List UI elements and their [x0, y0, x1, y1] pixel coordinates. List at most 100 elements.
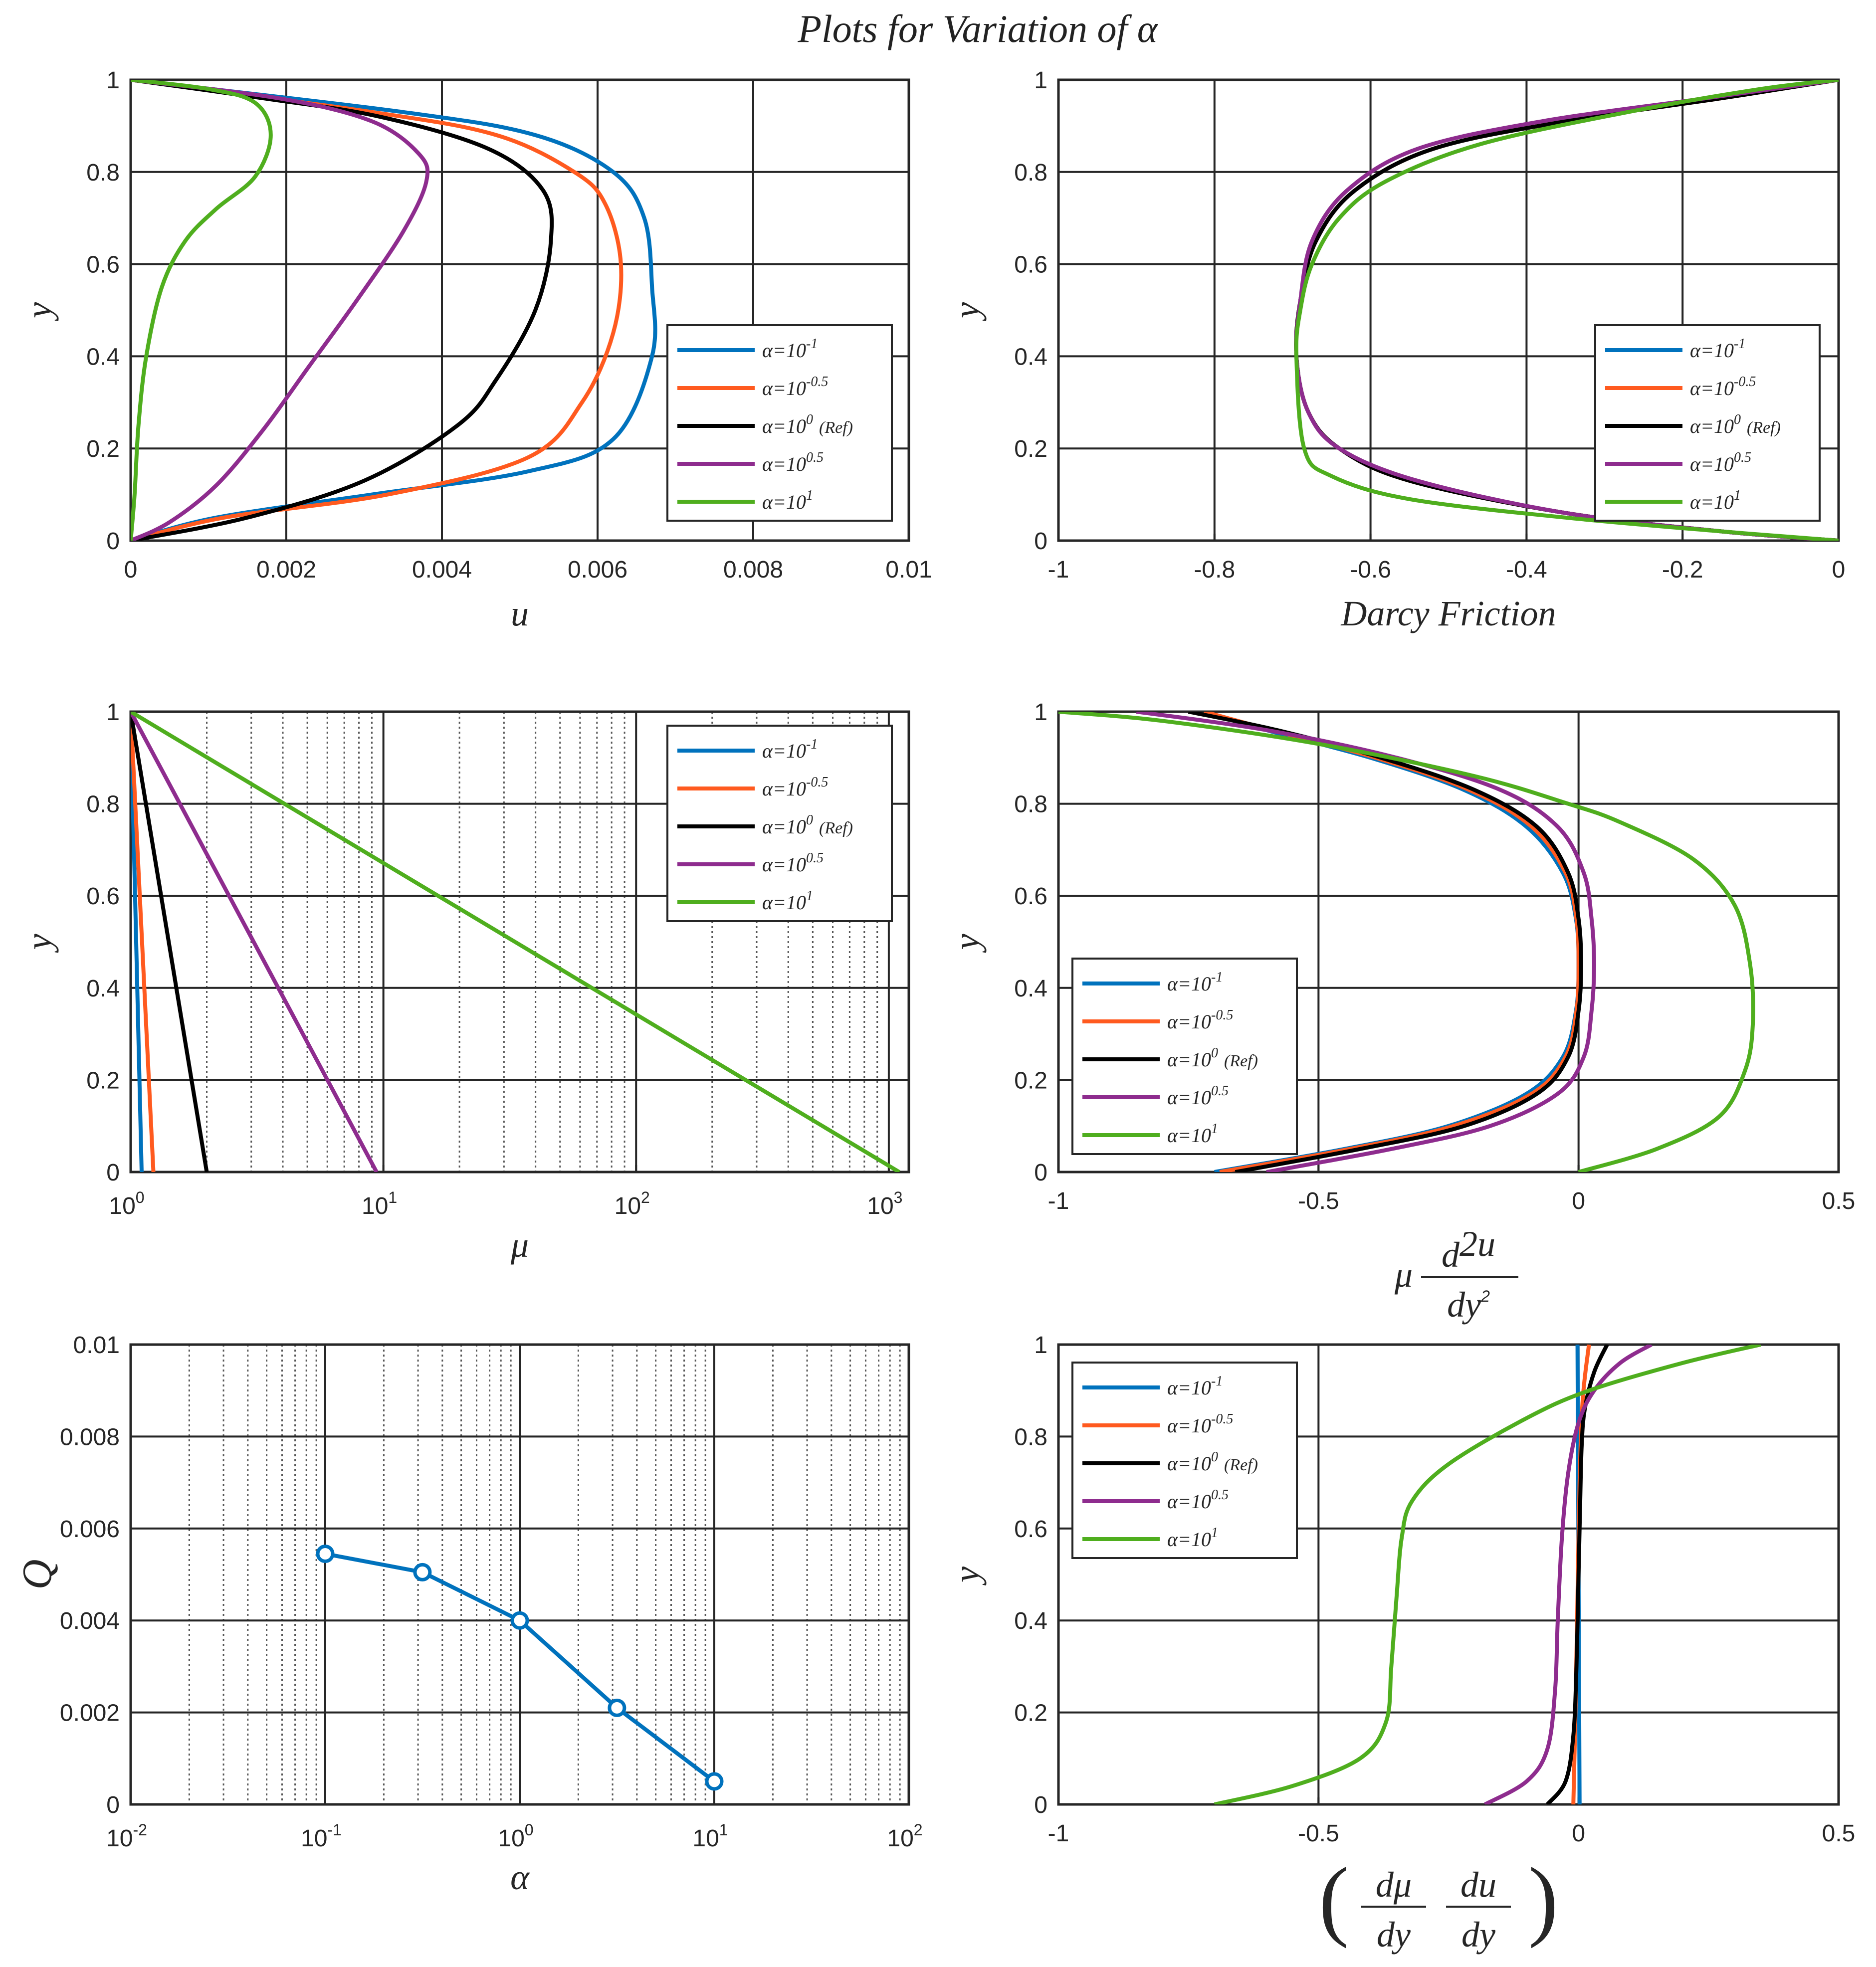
y-tick-label: 0.002: [60, 1700, 120, 1727]
y-tick-label: 1: [1034, 67, 1047, 94]
panel-u: 0 0.002 0.004 0.006 0.008 0.01 0 0.2 0.4 0.6 0.8 1 y…: [19, 67, 932, 633]
y-axis-label: y: [947, 934, 987, 953]
x-tick-label: -0.8: [1194, 557, 1235, 583]
y-tick-label: 0.8: [1014, 791, 1047, 818]
x-tick-label: 0: [1572, 1820, 1585, 1847]
y-tick-label: 0.6: [86, 252, 120, 278]
legend-entry-label: α=10-0.5: [762, 775, 828, 800]
x-tick-label: 0.002: [256, 557, 316, 583]
x-tick-label: 103: [867, 1188, 902, 1219]
data-marker-2: [510, 1611, 529, 1630]
y-tick-label: 0.4: [1014, 1608, 1047, 1634]
series-line-2: [131, 712, 209, 1172]
y-tick-label: 0: [1034, 1792, 1047, 1818]
svg-text:): ): [1528, 1849, 1558, 1949]
svg-text:μ: μ: [1394, 1255, 1413, 1295]
x-tick-label: -0.5: [1298, 1188, 1339, 1214]
svg-text:dμ: dμ: [1376, 1865, 1412, 1905]
legend-box: [666, 725, 893, 922]
y-tick-label: 0.8: [1014, 160, 1047, 186]
x-tick-label: 0.5: [1822, 1820, 1856, 1847]
y-tick-label: 0.6: [1014, 1516, 1047, 1543]
y-axis-label: y: [947, 302, 987, 322]
panel-mu: 100 101 102 103 0 0.2 0.4 0.6 0.8 1 y μ α=10-1 α=10-0…: [19, 699, 910, 1265]
legend-entry-label: α=100 (Ref): [1167, 1045, 1258, 1071]
legend-entry-label: α=101: [1167, 1525, 1218, 1551]
y-tick-label: 0.8: [86, 791, 120, 818]
y-tick-label: 0.8: [1014, 1424, 1047, 1450]
legend-entry-label: α=10-0.5: [1690, 374, 1756, 399]
x-axis-label: α: [510, 1857, 530, 1897]
x-tick-label: -1: [1048, 1820, 1069, 1847]
y-tick-label: 0: [106, 528, 120, 555]
x-tick-label: -1: [1048, 1188, 1069, 1214]
data-marker-0: [316, 1545, 335, 1564]
y-tick-label: 0.4: [1014, 976, 1047, 1002]
legend: α=10-1 α=10-0.5 α=100 (Ref) α=100.5 α=101: [666, 725, 893, 922]
series-line-3: [131, 80, 430, 541]
y-tick-label: 0.2: [1014, 436, 1047, 462]
series-line-4: [1058, 712, 1755, 1172]
legend-entry-label: α=10-0.5: [762, 374, 828, 399]
legend-entry-label: α=100 (Ref): [762, 412, 853, 437]
legend-box: [1071, 958, 1298, 1155]
y-tick-label: 0.006: [60, 1516, 120, 1543]
x-tick-label: 0: [124, 557, 138, 583]
series-line-0: [131, 80, 657, 541]
series-line-1: [131, 712, 156, 1172]
y-axis-label: y: [947, 1567, 987, 1586]
y-tick-label: 0.6: [1014, 252, 1047, 278]
legend-box: [1071, 1362, 1298, 1559]
legend-box: [666, 324, 893, 522]
x-tick-label: 101: [692, 1821, 728, 1852]
legend-entry-label: α=101: [762, 888, 813, 914]
series-line-1: [131, 80, 624, 541]
y-tick-label: 0.4: [1014, 344, 1047, 370]
legend: α=10-1 α=10-0.5 α=100 (Ref) α=100.5 α=101: [1071, 958, 1298, 1155]
axes-frame: [1057, 78, 1840, 542]
x-tick-label: 0.5: [1822, 1188, 1856, 1214]
y-tick-label: 1: [106, 67, 120, 94]
x-axis-label: μ d2u dy2: [1394, 1224, 1518, 1325]
legend-entry-label: α=100.5: [762, 450, 824, 475]
axes-frame: [129, 78, 910, 542]
legend: α=10-1 α=10-0.5 α=100 (Ref) α=100.5 α=101: [666, 324, 893, 522]
x-tick-label: 100: [109, 1188, 144, 1219]
x-tick-label: 0.006: [568, 557, 627, 583]
legend: α=10-1 α=10-0.5 α=100 (Ref) α=100.5 α=101: [1594, 324, 1821, 522]
x-tick-label: -0.5: [1298, 1820, 1339, 1847]
series-line-4: [1294, 80, 1839, 541]
legend-entry-label: α=10-0.5: [1167, 1007, 1233, 1033]
series-line-3: [131, 712, 379, 1172]
axes-frame: [129, 710, 910, 1174]
y-axis-label: y: [19, 302, 59, 322]
legend-entry-label: α=10-1: [1690, 336, 1745, 362]
y-tick-label: 0.2: [86, 1067, 120, 1094]
x-tick-label: 0.008: [723, 557, 783, 583]
svg-text:d2u: d2u: [1442, 1224, 1495, 1275]
figure-title: Plots for Variation of α: [797, 7, 1158, 50]
y-tick-label: 0.008: [60, 1424, 120, 1450]
x-tick-label: 10-1: [301, 1821, 342, 1852]
series-line-3: [1136, 712, 1596, 1172]
series-group: [1214, 1345, 1761, 1804]
x-axis-label: Darcy Friction: [1340, 593, 1556, 633]
x-tick-label: 102: [887, 1821, 922, 1852]
svg-text:dy2: dy2: [1447, 1285, 1490, 1325]
y-tick-label: 0.4: [86, 344, 120, 370]
y-tick-label: 0.8: [86, 160, 120, 186]
y-tick-label: 0.2: [1014, 1067, 1047, 1094]
legend: α=10-1 α=10-0.5 α=100 (Ref) α=100.5 α=101: [1071, 1362, 1298, 1559]
y-tick-label: 0.2: [1014, 1700, 1047, 1727]
y-tick-label: 0.01: [73, 1332, 120, 1359]
y-tick-label: 0.6: [1014, 883, 1047, 910]
legend-entry-label: α=10-0.5: [1167, 1411, 1233, 1437]
series-line-4: [131, 712, 900, 1172]
y-tick-label: 1: [1034, 699, 1047, 726]
y-tick-label: 1: [1034, 1332, 1047, 1359]
legend-entry-label: α=100.5: [762, 850, 824, 876]
y-tick-label: 0.4: [86, 976, 120, 1002]
axes-frame: [1057, 710, 1840, 1174]
